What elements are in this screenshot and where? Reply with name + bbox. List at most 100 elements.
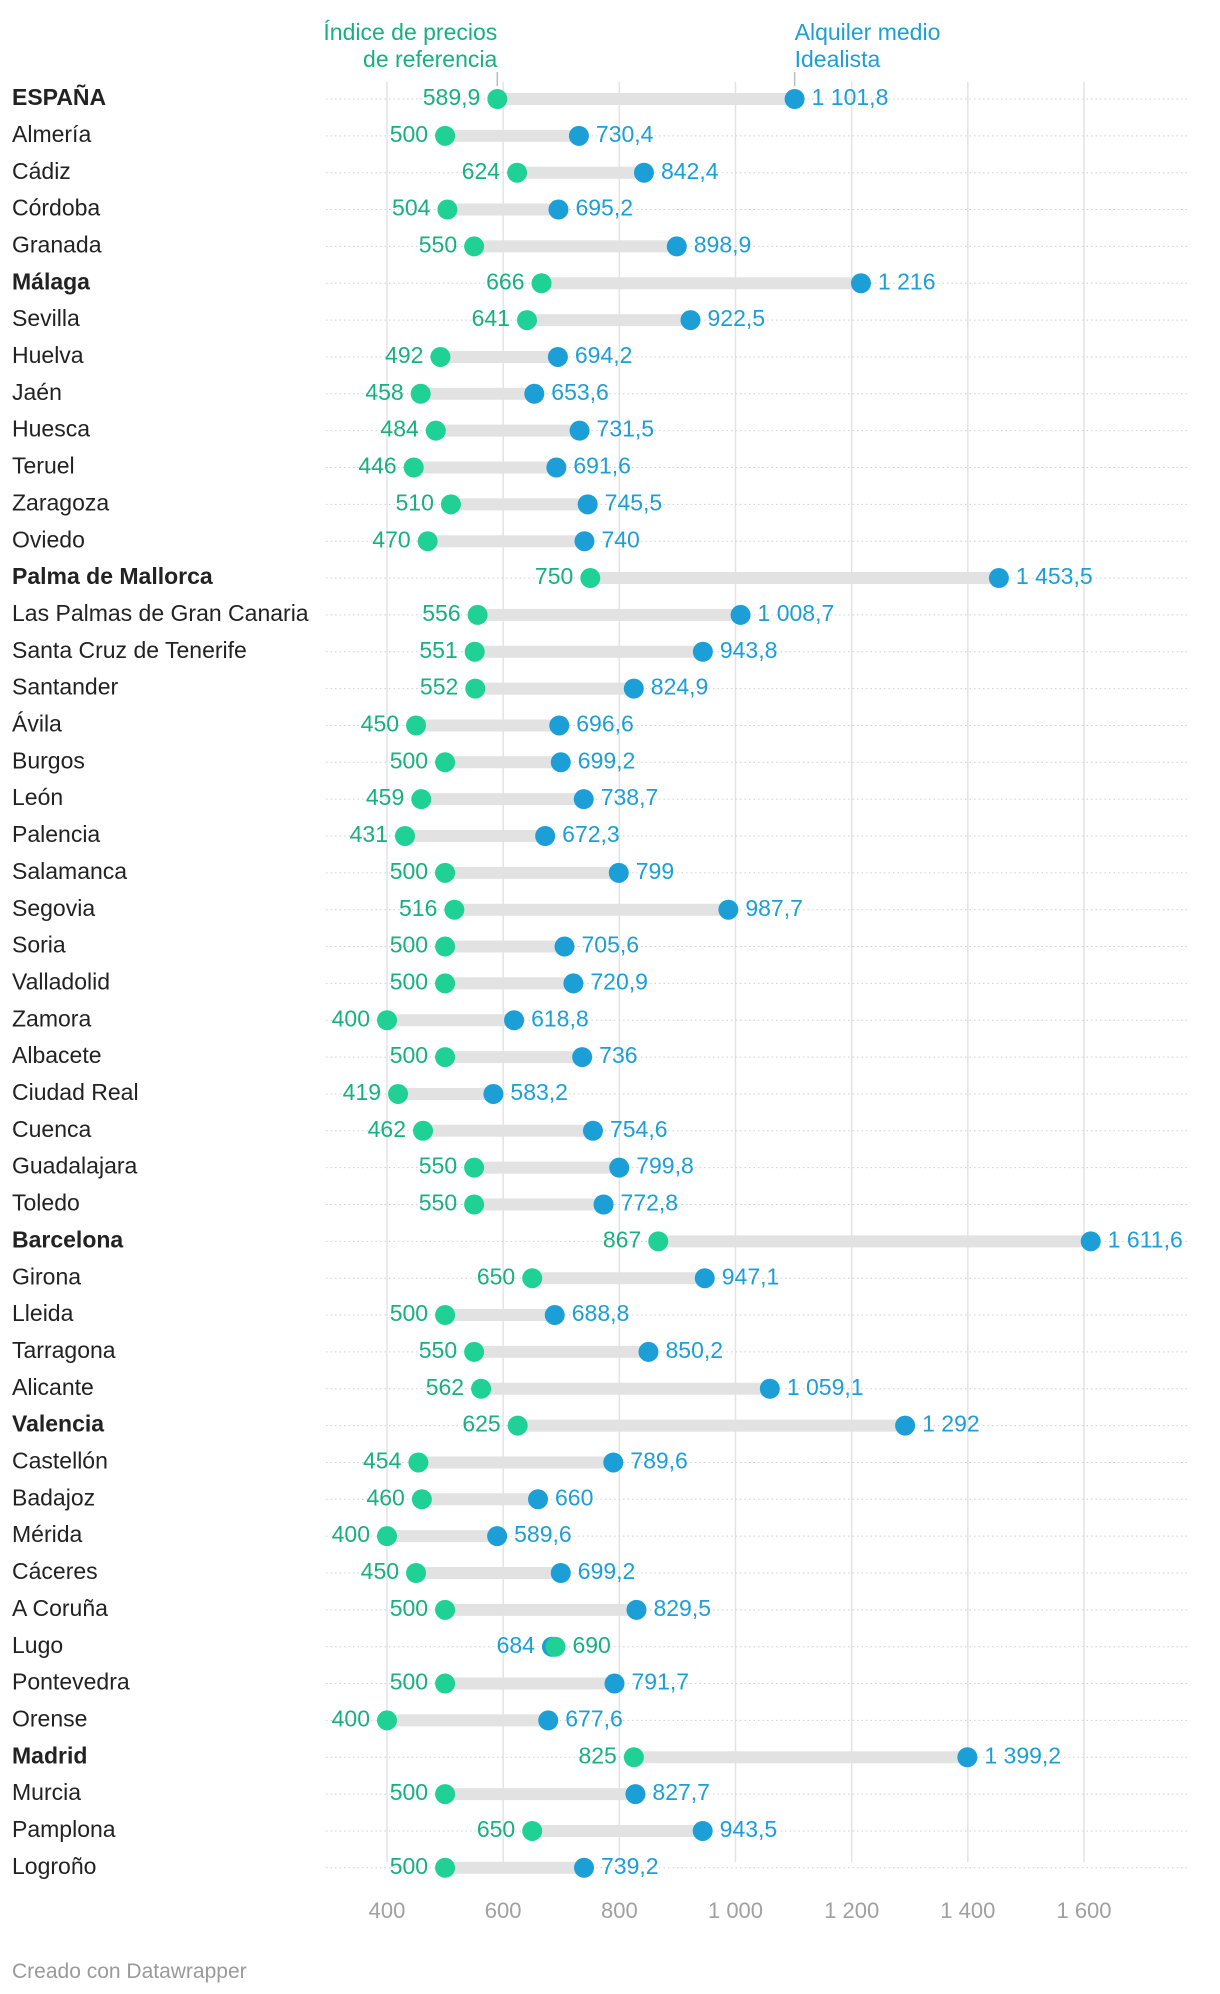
reference-value-label: 516 [399,895,437,921]
idealista-dot [544,1305,565,1326]
reference-dot [413,1120,434,1141]
idealista-dot [850,273,871,294]
idealista-dot [574,531,595,552]
reference-value-label: 500 [390,747,428,773]
reference-value-label: 460 [366,1484,404,1510]
row-label: Zaragoza [12,489,109,515]
reference-dot [648,1231,669,1252]
vertical-gridlines [386,82,1085,1862]
reference-dot [435,1673,456,1694]
idealista-value-label: 922,5 [707,305,765,331]
reference-value-label: 450 [361,1558,399,1584]
idealista-dot [573,789,594,810]
row-label: Toledo [12,1190,80,1216]
reference-value-label: 641 [472,305,510,331]
row-label: Santander [12,674,118,700]
idealista-dot [550,1563,571,1583]
row-label: Jaén [12,379,62,405]
idealista-dot [563,973,584,994]
idealista-dot [784,89,805,109]
idealista-value-label: 1 059,1 [787,1374,864,1400]
idealista-dot [895,1415,916,1436]
reference-dot [464,641,485,662]
idealista-dot [554,936,575,957]
reference-dot [403,457,424,478]
reference-dot [425,420,446,441]
row-label: Ávila [12,711,62,737]
idealista-value-label: 589,6 [514,1521,572,1547]
idealista-dot [633,162,654,183]
idealista-value-label: 987,7 [745,895,803,921]
reference-dot [435,1047,456,1068]
idealista-value-label: 754,6 [610,1116,668,1142]
reference-value-label: 470 [372,526,410,552]
reference-dot [435,1305,456,1326]
reference-dot [465,678,486,699]
idealista-value-label: 618,8 [531,1005,589,1031]
reference-value-label: 484 [380,416,419,442]
x-tick-label: 1 400 [940,1898,995,1923]
idealista-dot [1080,1231,1101,1252]
reference-value-label: 650 [477,1263,515,1289]
row-label: Granada [12,231,102,257]
reference-value-label: 500 [390,932,428,958]
idealista-dot [759,1378,780,1399]
reference-dot [377,1526,397,1547]
idealista-dot [603,1452,624,1473]
row-label: Zamora [12,1005,91,1031]
row-label: Murcia [12,1779,81,1805]
idealista-dot [718,899,739,920]
reference-value-label: 867 [603,1226,641,1252]
idealista-dot [604,1673,625,1694]
idealista-value-label: 653,6 [551,379,609,405]
idealista-dot [593,1194,614,1215]
idealista-value-label: 791,7 [632,1669,690,1695]
reference-dot [623,1747,644,1768]
reference-value-label: 589,9 [423,84,481,110]
idealista-dot [626,1599,647,1620]
reference-dot [435,125,456,146]
reference-value-label: 446 [358,453,396,479]
idealista-dot [957,1747,978,1768]
reference-dot [440,494,461,515]
reference-dot [522,1268,543,1289]
row-label: Oviedo [12,526,85,552]
row-label: Lleida [12,1300,74,1326]
reference-value-label: 400 [332,1521,370,1547]
reference-value-label: 500 [390,1853,428,1879]
idealista-value-label: 1 008,7 [758,600,835,626]
reference-value-label: 750 [535,563,573,589]
idealista-dot [694,1268,715,1289]
reference-value-label: 458 [365,379,403,405]
reference-value-label: 551 [419,637,457,663]
idealista-dot [609,1157,630,1178]
idealista-dot [528,1489,549,1510]
row-label: Tarragona [12,1337,116,1363]
x-tick-label: 600 [485,1898,522,1923]
reference-dot [464,1341,485,1362]
legend-reference-line2: de referencia [363,46,497,72]
row-label: Palma de Mallorca [12,563,213,589]
idealista-value-label: 738,7 [601,784,659,810]
row-label: ESPAÑA [12,83,106,110]
idealista-value-label: 696,6 [576,711,634,737]
reference-value-label: 459 [366,784,404,810]
idealista-value-label: 824,9 [651,674,709,700]
reference-dot [377,1010,397,1031]
row-label: Valencia [12,1411,104,1437]
idealista-value-label: 720,9 [590,968,648,994]
reference-dot [406,1563,427,1583]
idealista-value-label: 677,6 [565,1705,623,1731]
idealista-dot [988,568,1009,589]
idealista-value-label: 947,1 [722,1263,780,1289]
reference-value-label: 550 [419,231,457,257]
idealista-dot [574,1857,595,1878]
footer-credit: Creado con Datawrapper [12,1960,247,1983]
idealista-dot [550,752,571,773]
row-label: Soria [12,932,66,958]
x-tick-label: 1 000 [708,1898,763,1923]
idealista-value-label: 1 399,2 [984,1742,1061,1768]
idealista-value-label: 943,8 [720,637,778,663]
idealista-value-label: 1 101,8 [812,84,889,110]
idealista-dot [692,641,713,662]
